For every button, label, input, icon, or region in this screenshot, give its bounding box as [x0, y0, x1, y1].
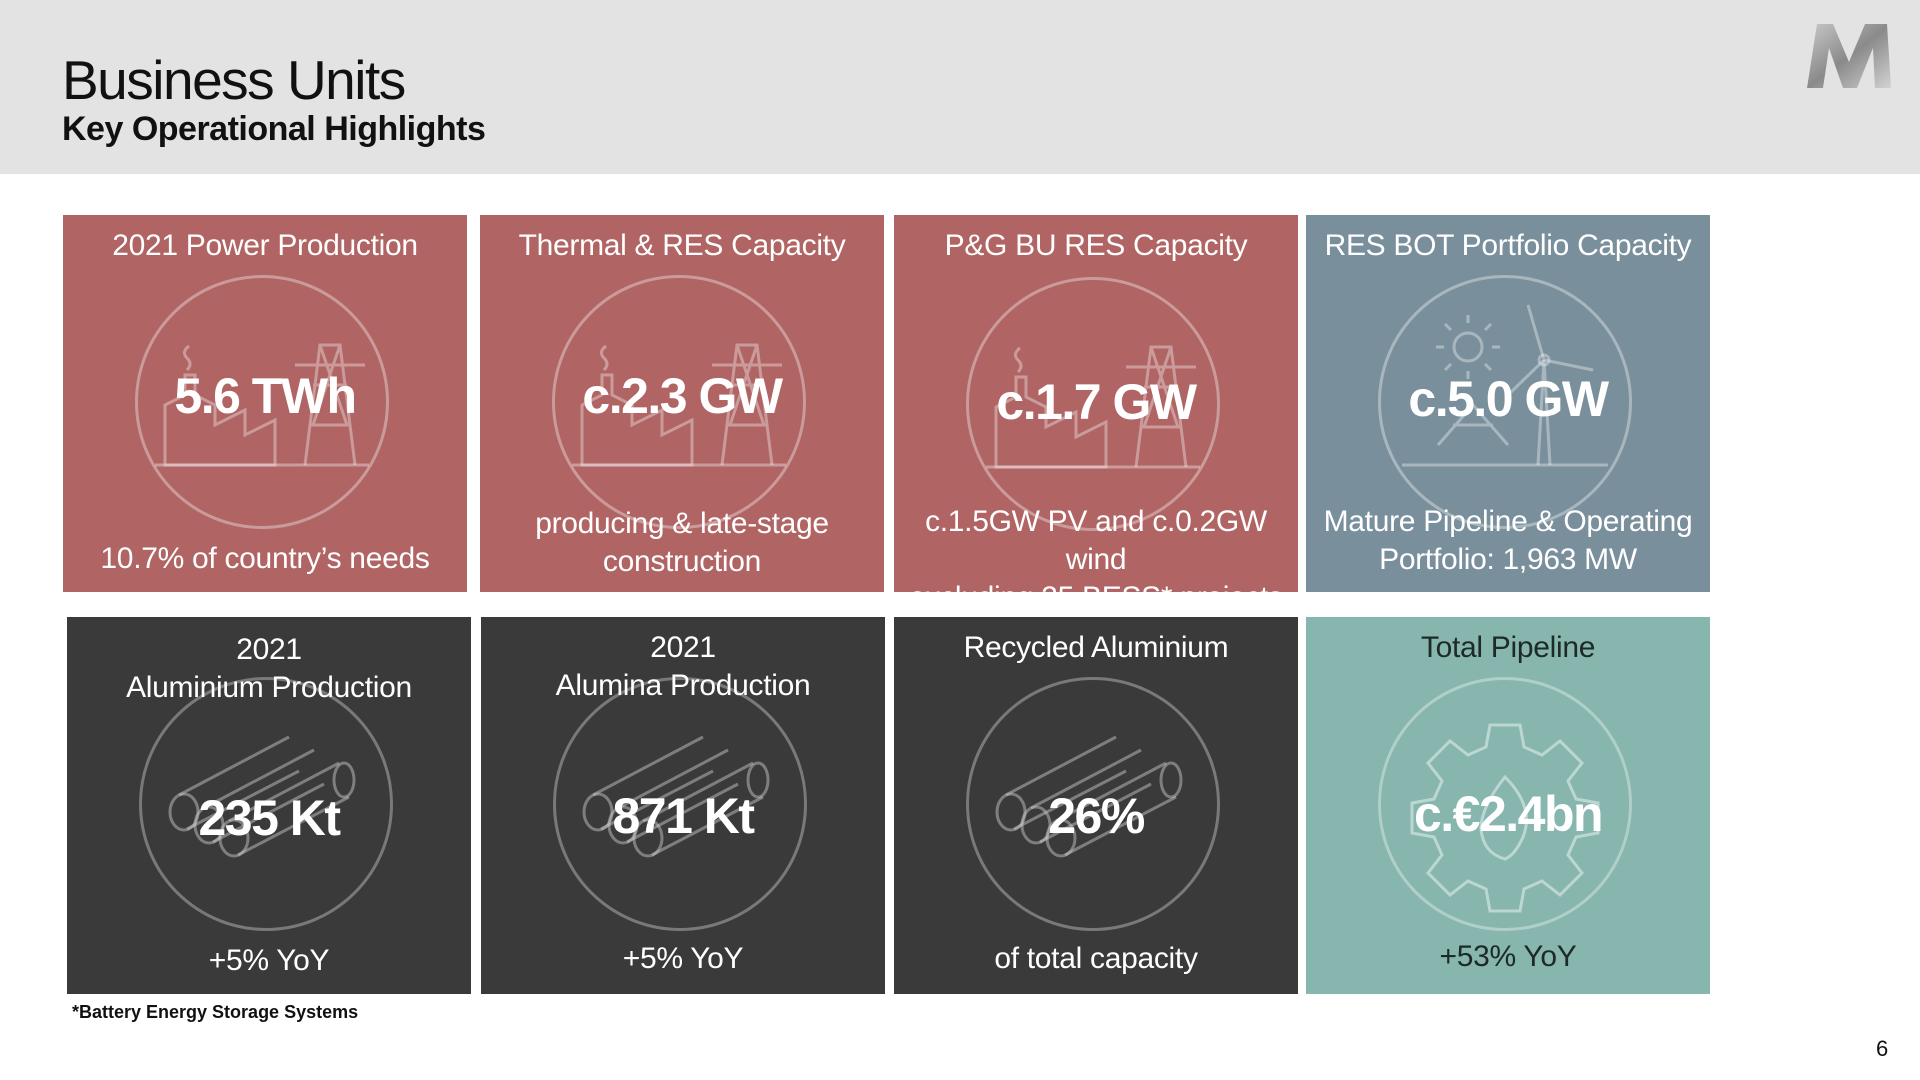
aluminium-bars-icon: [582, 735, 770, 858]
tile-thermal-res-capacity: Thermal & RES Capacity c.2.3 GW producin…: [480, 215, 884, 592]
tile-value: c.2.3 GW: [582, 368, 783, 424]
tile-note: +53% YoY: [1439, 940, 1577, 973]
tile-value: c.5.0 GW: [1408, 371, 1609, 427]
tile-pg-bu-res-capacity: P&G BU RES Capacity c.1.7 GW c.1.5GW PV …: [894, 215, 1298, 592]
tile-aluminium-production: 2021 Aluminium Production 235 Kt +5% YoY: [67, 617, 471, 994]
tile-title: Thermal & RES Capacity: [518, 229, 846, 262]
tile-title: Total Pipeline: [1420, 631, 1596, 664]
power-plant-icon: [572, 343, 786, 467]
icon-circle: [552, 275, 806, 529]
page-number: 6: [1876, 1036, 1889, 1061]
tile-note: of total capacity: [994, 942, 1198, 975]
gear-flame-icon: [1410, 723, 1600, 913]
tile-note: c.1.5GW PV and c.0.2GW wind excluding 25…: [909, 505, 1283, 592]
m-logo-icon: [1807, 24, 1891, 88]
tile-title: 2021 Power Production: [112, 229, 418, 262]
tile-title: P&G BU RES Capacity: [944, 229, 1248, 262]
tile-value: c.€2.4bn: [1413, 786, 1604, 842]
icon-circle: [1378, 677, 1632, 931]
tile-alumina-production: 2021 Alumina Production 871 Kt +5% YoY: [481, 617, 885, 994]
icon-circle: [135, 275, 389, 529]
tile-value: 26%: [1048, 788, 1145, 844]
icon-circle: [139, 677, 393, 931]
tile-note: +5% YoY: [208, 944, 330, 977]
icon-circle: [553, 677, 807, 931]
tile-power-production: 2021 Power Production 5.6 TWh 10.7% of c…: [63, 215, 467, 592]
tile-note: producing & late-stage construction: [535, 507, 829, 578]
tile-note: +5% YoY: [622, 942, 744, 975]
aluminium-bars-icon: [168, 735, 356, 858]
tile-value: 235 Kt: [198, 790, 341, 846]
tile-recycled-aluminium: Recycled Aluminium 26% of total capacity: [894, 617, 1298, 994]
icon-circle: [1378, 275, 1632, 529]
tile-note: Mature Pipeline & Operating Portfolio: 1…: [1323, 505, 1693, 576]
page-subtitle: Key Operational Highlights: [62, 110, 486, 148]
footnote: *Battery Energy Storage Systems: [72, 1002, 359, 1022]
tile-note: 10.7% of country’s needs: [100, 542, 430, 575]
tile-value: c.1.7 GW: [996, 374, 1197, 430]
tile-total-pipeline: Total Pipeline c.€2.4bn +53% YoY: [1306, 617, 1710, 994]
tile-value: 871 Kt: [612, 788, 755, 844]
page-title: Business Units: [62, 49, 406, 111]
tile-title: RES BOT Portfolio Capacity: [1324, 229, 1692, 262]
tile-value: 5.6 TWh: [174, 368, 357, 424]
tile-title: 2021 Aluminium Production: [126, 633, 412, 704]
aluminium-bars-icon: [995, 735, 1183, 858]
tile-title: Recycled Aluminium: [963, 631, 1229, 664]
header-band: Business Units Key Operational Highlight…: [0, 0, 1920, 174]
icon-circle: [966, 277, 1220, 531]
icon-circle: [966, 677, 1220, 931]
sun-wind-turbine-icon: [1402, 304, 1608, 467]
power-plant-icon: [986, 345, 1200, 469]
tile-res-bot-portfolio: RES BOT Portfolio Capacity c.5.0 GW Matu…: [1306, 215, 1710, 592]
power-plant-icon: [155, 343, 369, 467]
tile-title: 2021 Alumina Production: [555, 631, 811, 702]
